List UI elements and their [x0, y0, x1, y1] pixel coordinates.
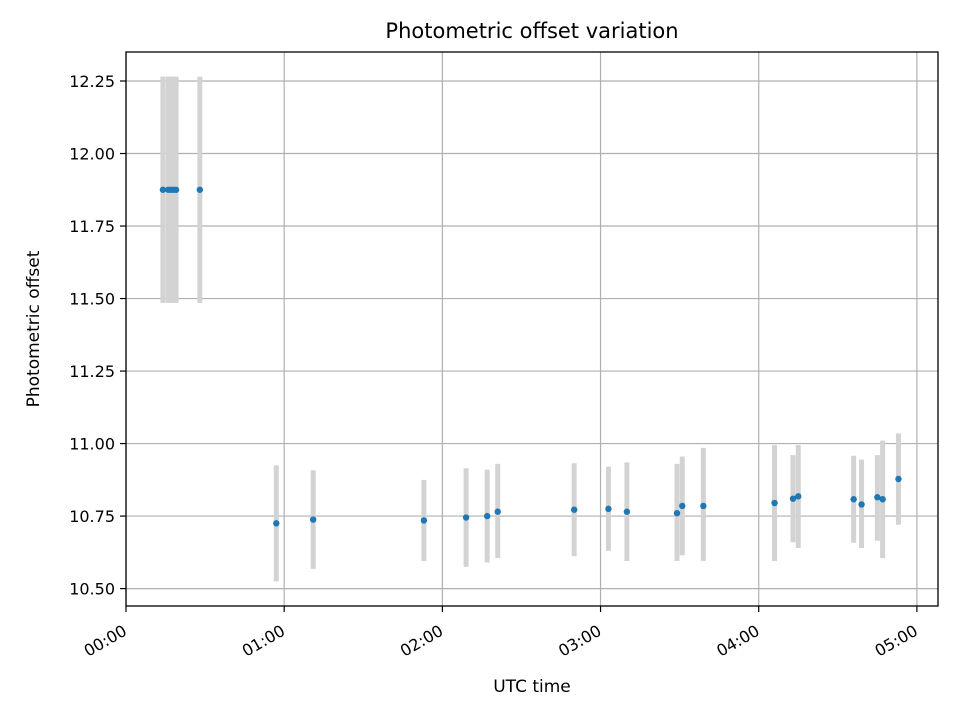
- data-point: [895, 475, 902, 483]
- y-tick-label: 10.75: [69, 507, 115, 526]
- data-point: [700, 502, 707, 510]
- data-point: [850, 496, 857, 503]
- data-point: [483, 512, 491, 520]
- data-point: [159, 186, 167, 193]
- data-point: [673, 509, 681, 517]
- y-tick-label: 11.25: [69, 362, 115, 381]
- data-points: [159, 186, 902, 527]
- chart-title: Photometric offset variation: [385, 19, 678, 43]
- grid: [125, 52, 938, 606]
- y-tick-label: 12.00: [69, 145, 115, 164]
- data-point: [879, 496, 886, 503]
- data-point: [494, 508, 501, 515]
- x-axis-label: UTC time: [493, 677, 571, 697]
- y-axis-label: Photometric offset: [24, 250, 44, 407]
- data-point: [623, 508, 631, 515]
- data-point: [679, 502, 686, 510]
- y-tick-label: 11.00: [69, 435, 115, 454]
- data-point: [172, 186, 180, 193]
- y-tick-label: 11.50: [69, 290, 115, 309]
- data-point: [273, 520, 280, 527]
- data-point: [605, 505, 612, 513]
- y-tick-label: 11.75: [69, 217, 115, 236]
- data-point: [420, 517, 428, 524]
- y-tick-label: 12.25: [69, 72, 115, 91]
- data-point: [570, 506, 578, 513]
- data-point: [795, 493, 802, 500]
- data-point: [789, 495, 797, 502]
- data-point: [771, 499, 778, 507]
- data-point: [874, 494, 881, 501]
- data-point: [858, 501, 865, 508]
- y-axis: 10.50 10.75 11.00 11.25 11.50 11.75 12.00 12.25: [69, 72, 126, 599]
- data-point: [309, 516, 317, 523]
- data-point: [196, 186, 204, 193]
- data-point: [462, 514, 470, 521]
- plot-area-frame: [125, 51, 939, 607]
- y-tick-label: 10.50: [69, 580, 115, 599]
